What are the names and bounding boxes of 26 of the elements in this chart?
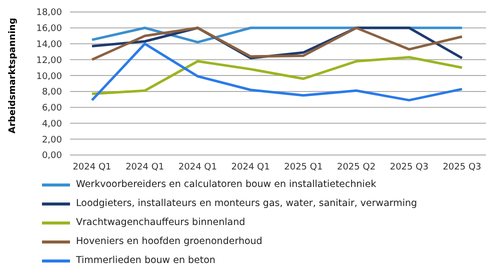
x-tick-label: 2025 Q3 [442, 162, 482, 172]
y-tick-label: 12,00 [36, 56, 62, 66]
line-series [90, 42, 464, 102]
y-tick-label: 0,00 [42, 151, 62, 162]
legend-label: Werkvoorbereiders en calculatoren bouw en installatietechniek [76, 178, 376, 192]
y-tick-label: 10,00 [36, 72, 62, 82]
x-tick-label: 2024 Q1 [126, 162, 164, 172]
y-tick-label: 8,00 [42, 88, 62, 98]
y-tick-label: 2,00 [42, 135, 62, 146]
y-tick-label: 18,00 [36, 8, 62, 18]
x-tick-label: 2025 Q2 [336, 162, 376, 172]
x-tick-label: 2024 Q1 [231, 162, 270, 172]
line-series [90, 56, 464, 96]
legend-label: Loodgieters, installateurs en monteurs gas, water, sanitair, verwarming [76, 197, 418, 211]
x-tick-label: 2024 Q1 [72, 162, 112, 172]
x-tick-label: 2025 Q1 [284, 162, 323, 172]
y-tick-label: 6,00 [42, 104, 62, 114]
y-axis-title: Arbeidsmarktspanning [8, 18, 18, 134]
x-tick-label: 2024 Q1 [178, 162, 218, 172]
legend-label: Hoveniers en hoofden groenonderhoud [76, 235, 262, 249]
legend-label: Vrachtwagenchauffeurs binnenland [76, 216, 246, 230]
y-tick-label: 4,00 [42, 119, 62, 130]
y-tick-label: 14,00 [36, 40, 62, 50]
x-tick-label: 2025 Q3 [390, 162, 428, 172]
legend-label: Timmerlieden bouw en beton [76, 254, 216, 268]
y-tick-label: 16,00 [36, 24, 62, 34]
